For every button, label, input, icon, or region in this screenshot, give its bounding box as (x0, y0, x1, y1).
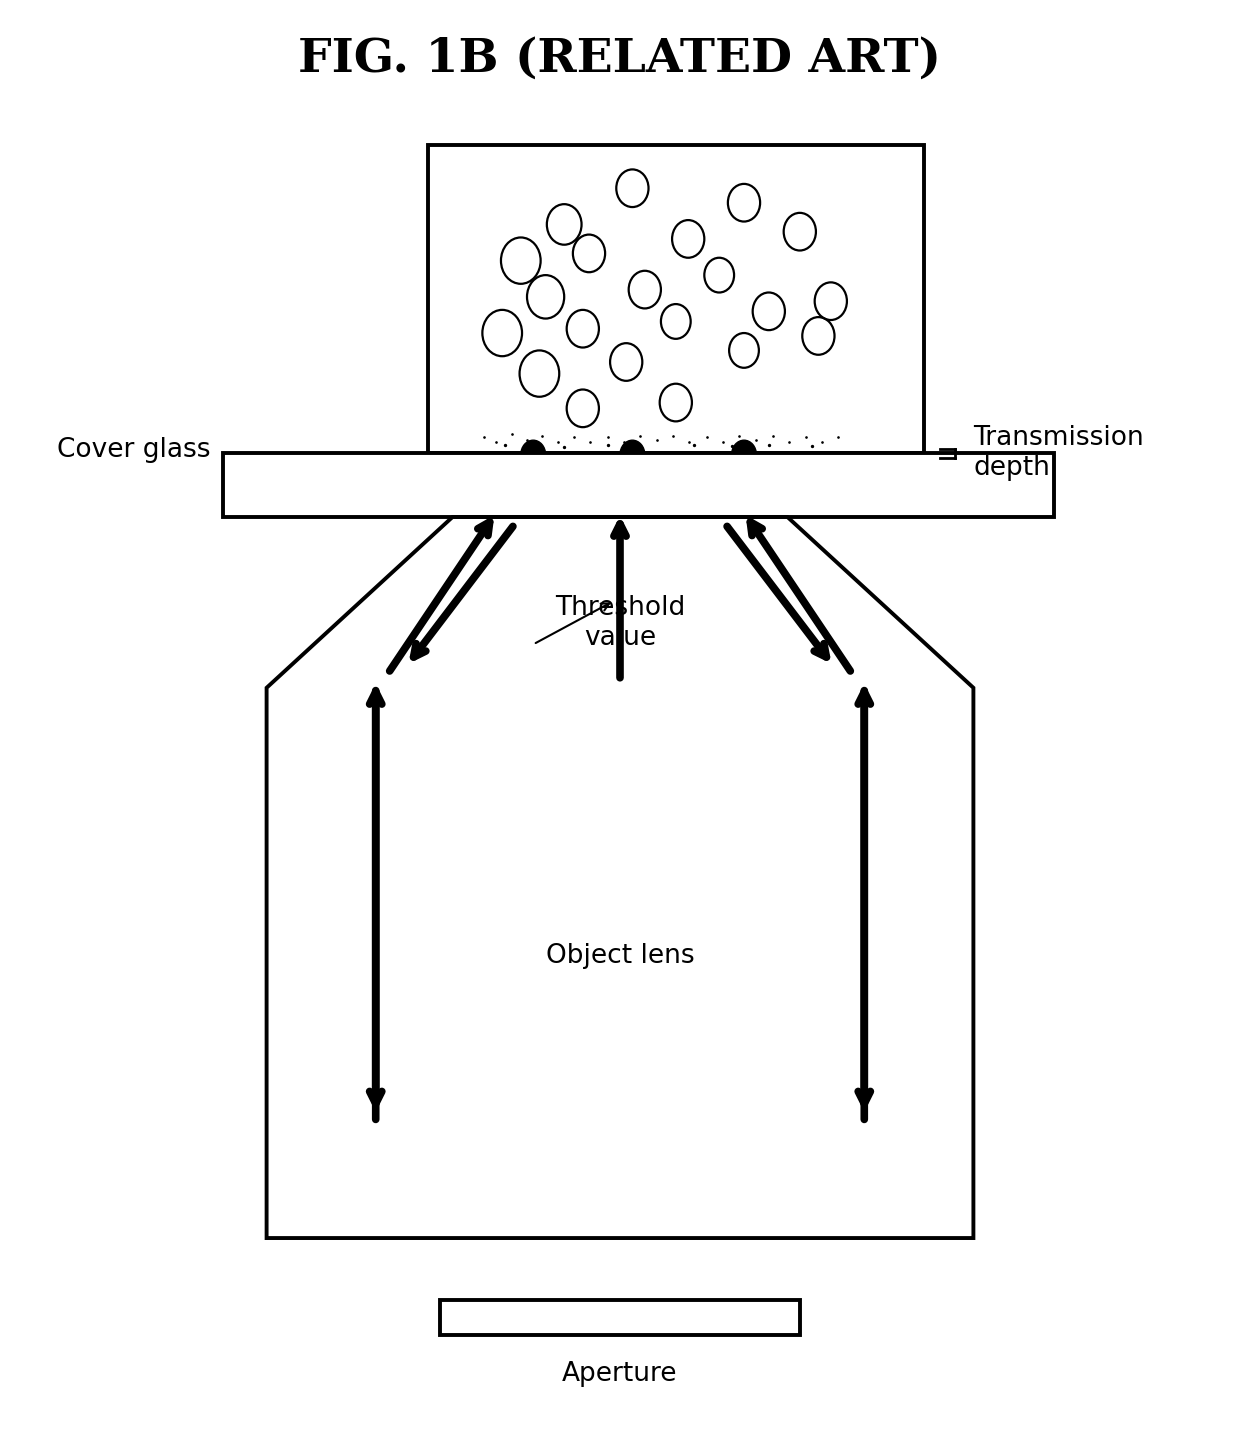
Text: Transmission
depth: Transmission depth (973, 426, 1145, 481)
Bar (223, 453, 1054, 517)
Text: FIG. 1B (RELATED ART): FIG. 1B (RELATED ART) (299, 36, 941, 83)
Circle shape (620, 440, 645, 469)
Circle shape (732, 440, 756, 469)
Text: Aperture: Aperture (562, 1361, 678, 1387)
Bar (440, 1300, 800, 1335)
Text: Object lens: Object lens (546, 943, 694, 969)
Circle shape (521, 440, 546, 469)
Text: Threshold
value: Threshold value (554, 595, 686, 650)
Text: Cover glass: Cover glass (57, 437, 211, 463)
